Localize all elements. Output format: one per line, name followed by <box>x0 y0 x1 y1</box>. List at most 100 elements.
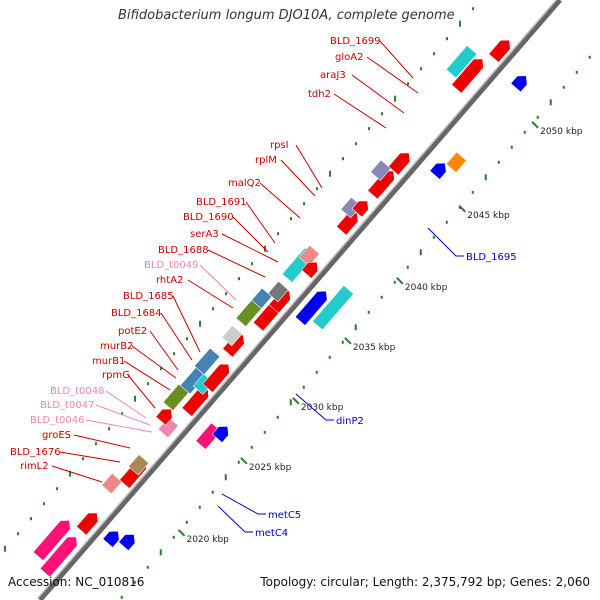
tick-mark <box>588 55 591 59</box>
tick-mark <box>43 502 46 506</box>
gene-label-metc5: metC5 <box>268 510 301 521</box>
tick-mark <box>172 535 175 539</box>
gene-leader-line <box>295 393 334 421</box>
tick-mark <box>133 580 136 584</box>
gene-arrow <box>102 530 120 548</box>
tick-mark <box>30 517 33 521</box>
gene-box <box>370 159 392 181</box>
gene-arrow <box>155 408 173 426</box>
gene-leader-line <box>232 216 269 253</box>
gene-leader-line <box>221 233 279 263</box>
tick-mark <box>276 415 279 419</box>
scale-label: 2050 kbp <box>540 127 583 137</box>
tick-mark <box>17 532 20 536</box>
gene-feature <box>194 347 221 375</box>
gene-label-rhta2: rhtA2 <box>156 275 183 286</box>
tick-mark <box>497 160 500 164</box>
gene-leader-line <box>221 493 266 515</box>
scale-label: 2020 kbp <box>186 535 229 545</box>
tick-mark <box>315 370 318 374</box>
gene-leader-line <box>127 374 156 409</box>
gene-leader-line <box>131 345 177 379</box>
tick-mark <box>121 412 124 416</box>
gene-feature <box>76 512 99 536</box>
scale-label: 2040 kbp <box>405 283 448 293</box>
tick-mark <box>120 595 123 599</box>
tick-mark <box>159 549 162 556</box>
gene-label-bld-t0048: BLD_t0048 <box>50 386 105 397</box>
gene-leader-line <box>280 159 316 197</box>
gene-box <box>101 472 123 495</box>
gene-label-rplm: rplM <box>255 155 277 166</box>
gene-leader-line <box>217 505 253 533</box>
tick-mark <box>316 187 319 191</box>
scale-tick <box>396 277 404 285</box>
tick-mark <box>549 99 552 106</box>
tick-mark <box>329 170 332 177</box>
gene-label-metc4: metC4 <box>255 528 288 539</box>
gene-feature <box>251 287 273 309</box>
tick-mark <box>471 190 474 194</box>
gene-label-tdh2: tdh2 <box>308 89 331 100</box>
gene-label-bld-1688: BLD_1688 <box>158 245 209 256</box>
scale-label: 2025 kbp <box>249 463 292 473</box>
tick-mark <box>290 217 293 221</box>
gene-leader-line <box>295 144 323 189</box>
scale-tick <box>177 529 186 537</box>
gene-arrow <box>336 212 359 236</box>
gene-leader-line <box>149 330 179 371</box>
gene-feature <box>445 45 478 79</box>
gene-feature <box>32 520 71 561</box>
gene-leader-line <box>73 434 131 449</box>
gene-arrow <box>118 534 136 551</box>
tick-mark <box>536 115 539 119</box>
tick-mark <box>186 337 189 341</box>
gene-arrow <box>510 75 528 93</box>
gene-label-sera3: serA3 <box>190 229 219 240</box>
gene-feature <box>351 200 369 218</box>
tick-mark <box>510 145 513 149</box>
scale-label: 2045 kbp <box>467 211 510 221</box>
gene-feature <box>298 244 320 267</box>
scale-tick <box>240 457 248 465</box>
tick-mark <box>237 460 240 464</box>
tick-mark <box>238 277 241 281</box>
tick-mark <box>302 385 305 389</box>
gene-leader-line <box>379 40 414 79</box>
gene-feature <box>202 363 230 393</box>
gene-label-bld-1684: BLD_1684 <box>111 308 162 319</box>
gene-feature <box>445 151 467 173</box>
gene-leader-line <box>259 182 301 219</box>
tick-mark <box>446 37 449 41</box>
gene-arrow <box>202 363 230 393</box>
gene-feature <box>155 408 173 426</box>
tick-mark <box>406 265 409 269</box>
accession-label: Accession: NC_010816 <box>8 575 145 589</box>
gene-arrow <box>294 290 328 326</box>
gene-label-bld-t0049: BLD_t0049 <box>144 260 199 271</box>
scale-tick <box>458 205 467 213</box>
gene-leader-line <box>160 312 193 361</box>
tick-mark <box>354 324 357 331</box>
tick-mark <box>303 202 306 206</box>
gene-label-bld-1695: BLD_1695 <box>466 252 517 263</box>
genome-backbone <box>38 0 562 600</box>
genome-summary: Topology: circular; Length: 2,375,792 bp… <box>260 575 590 589</box>
gene-arrow <box>451 58 484 94</box>
gene-label-dinp2: dinP2 <box>336 416 364 427</box>
tick-mark <box>69 470 72 477</box>
tick-mark <box>562 85 565 89</box>
scale-tick <box>344 337 352 345</box>
gene-leader-line <box>427 227 464 257</box>
tick-mark <box>368 127 371 131</box>
tick-mark <box>160 367 163 371</box>
gene-label-bld-t0047: BLD_t0047 <box>40 400 95 411</box>
gene-feature <box>181 387 209 417</box>
gene-box <box>445 151 467 173</box>
gene-feature <box>128 454 150 476</box>
scale-tick <box>292 397 300 405</box>
gene-feature <box>195 422 222 450</box>
gene-label-murb2: murB2 <box>100 341 133 352</box>
gene-feature <box>301 261 319 279</box>
gene-leader-line <box>245 201 276 244</box>
